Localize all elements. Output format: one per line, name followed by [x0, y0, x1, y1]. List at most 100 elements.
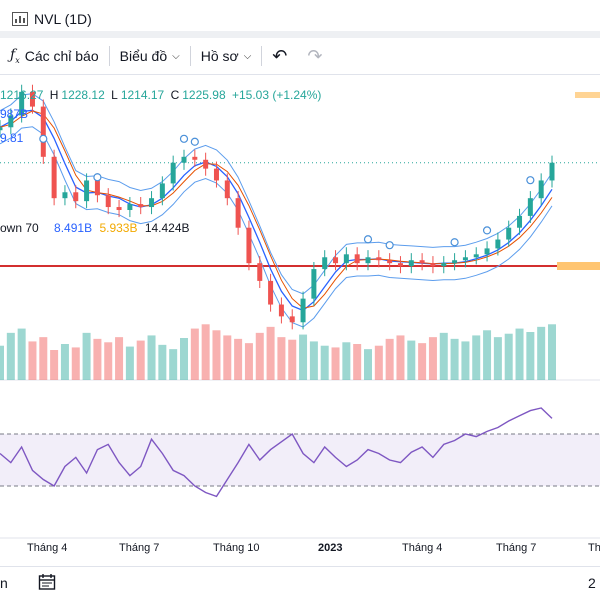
- volume-bar: [483, 330, 492, 380]
- candle-body: [289, 316, 295, 323]
- fx-icon: ƒx: [10, 47, 20, 65]
- volume-bar: [201, 324, 210, 380]
- ohlc-close-key: C: [170, 88, 180, 102]
- candle-body: [300, 298, 306, 323]
- volume-bar: [428, 337, 437, 380]
- signal-marker: [93, 173, 102, 182]
- volume-legend: own 70 8.491B 5.933B 14.424B: [0, 221, 190, 235]
- candle-body: [549, 162, 555, 181]
- undo-icon[interactable]: ↶: [272, 45, 288, 66]
- volume-bar: [104, 342, 113, 380]
- candle-body: [462, 257, 468, 261]
- volume-bar: [82, 332, 91, 380]
- volume-bar: [331, 347, 340, 380]
- chart-tab[interactable]: NVL (1D): [0, 6, 104, 32]
- volume-bar: [93, 338, 102, 380]
- calendar-icon[interactable]: [38, 573, 56, 591]
- x-tick: Tháng 7: [496, 542, 537, 554]
- volume-bar: [439, 332, 448, 380]
- candle-body: [138, 204, 144, 208]
- candle-body: [311, 269, 317, 299]
- candle-body: [224, 180, 230, 199]
- x-tick: Tháng 7: [119, 542, 160, 554]
- ohlc-low: 1214.17: [120, 88, 165, 102]
- candle-body: [127, 204, 133, 210]
- redo-icon[interactable]: ↷: [307, 45, 323, 66]
- candle-body: [51, 156, 57, 199]
- volume-bar: [158, 344, 167, 380]
- volume-bar: [450, 338, 459, 380]
- chevron-down-icon: ⌵: [243, 50, 252, 62]
- volume-bar: [364, 349, 372, 380]
- separator: [108, 46, 110, 66]
- signal-marker: [39, 134, 48, 143]
- volume-bar: [396, 335, 405, 380]
- price-chart[interactable]: [0, 75, 600, 560]
- candle-body: [149, 198, 155, 208]
- candle-body: [257, 263, 263, 281]
- separator: [261, 46, 263, 66]
- candle-body: [517, 215, 523, 228]
- candle-body: [419, 260, 425, 264]
- x-tick: Tháng 4: [27, 542, 68, 554]
- candle-body: [19, 91, 25, 116]
- x-tick: Tháng 10: [213, 542, 260, 554]
- volume-bar: [266, 326, 275, 380]
- candle-body: [397, 263, 403, 267]
- signal-marker: [363, 235, 373, 244]
- candle-body: [84, 180, 90, 202]
- volume-bar: [169, 349, 178, 380]
- candle-body: [473, 254, 479, 258]
- volume-bar: [461, 341, 470, 380]
- volume-bar: [190, 328, 199, 380]
- indicators-button[interactable]: ƒx Các chỉ báo: [0, 38, 109, 74]
- volume-bar: [504, 333, 513, 380]
- price-zone-marker: [575, 92, 600, 98]
- candle-body: [527, 198, 533, 216]
- volume-value-2: 5.933B: [99, 221, 138, 235]
- volume-bar: [28, 341, 37, 380]
- price-zone-marker: [557, 262, 600, 270]
- candle-body: [62, 192, 68, 199]
- volume-bar: [115, 337, 124, 380]
- candle-body: [0, 127, 3, 131]
- candle-body: [116, 207, 122, 210]
- signal-marker: [385, 241, 394, 250]
- signal-marker: [482, 226, 492, 235]
- volume-bar: [125, 346, 134, 380]
- title-bar: NVL (1D): [0, 0, 600, 39]
- candle-body: [268, 280, 274, 305]
- candle-body: [452, 260, 458, 264]
- candle-body: [278, 304, 284, 317]
- ohlc-high-key: H: [49, 88, 59, 102]
- indicator-value-1: 987B: [0, 107, 29, 121]
- chevron-down-icon: ⌵: [172, 50, 180, 62]
- candle-body: [343, 254, 349, 264]
- candle-body: [203, 159, 209, 169]
- chart-icon: [12, 12, 28, 26]
- ohlc-high: 1228.12: [61, 88, 105, 102]
- volume-bar: [136, 340, 145, 380]
- volume-bar: [385, 338, 394, 380]
- tab-strip: [0, 31, 600, 38]
- candle-body: [441, 263, 447, 267]
- bottom-bar: n 2: [0, 566, 600, 601]
- indicator-value-2: 9.81: [0, 131, 24, 145]
- volume-bar: [418, 343, 427, 380]
- candle-body: [430, 263, 436, 267]
- volume-bar: [244, 343, 253, 380]
- volume-name: own 70: [0, 221, 39, 235]
- volume-bar: [407, 340, 416, 380]
- candle-body: [235, 198, 241, 228]
- ohlc-close: 1225.98: [182, 88, 226, 102]
- separator: [189, 46, 191, 66]
- volume-value-1: 8.491B: [54, 221, 93, 235]
- ohlc-low-key: L: [111, 88, 118, 102]
- candle-body: [387, 260, 393, 264]
- signal-marker: [526, 176, 535, 185]
- chart-type-button[interactable]: Biểu đồ ⌵: [110, 38, 190, 74]
- volume-bar: [537, 326, 546, 380]
- signal-marker: [450, 238, 459, 247]
- candle-body: [495, 239, 501, 249]
- profile-button[interactable]: Hồ sơ ⌵: [191, 38, 262, 74]
